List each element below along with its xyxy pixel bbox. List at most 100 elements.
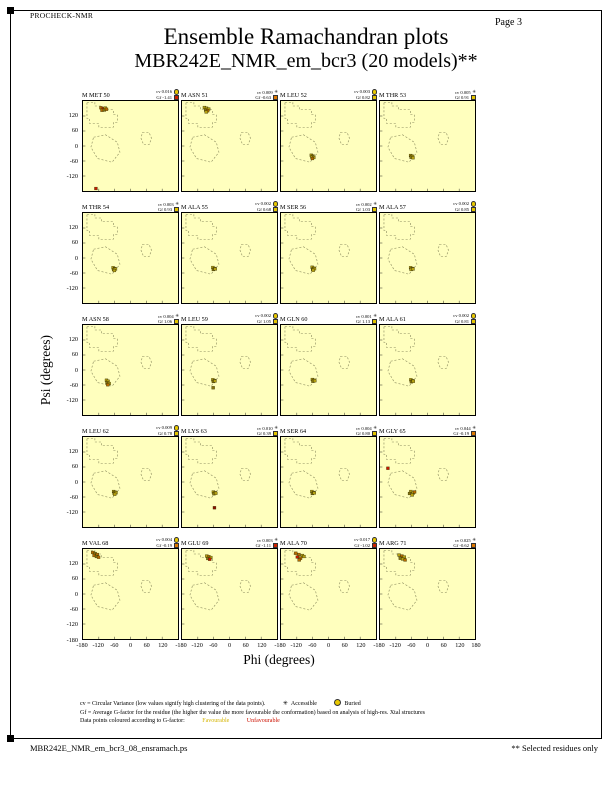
gf-row: Gf -0.63 — [255, 94, 278, 100]
y-tick-label: 60 — [71, 239, 78, 247]
subplot-stats: cv 0.017 Gf -1.02 — [354, 537, 377, 548]
subplot-header: M GLN 60 cv 0.001 ✳ Gf 1.13 — [280, 313, 377, 324]
gf-square-icon — [173, 430, 179, 436]
ramachandran-subplot: M LEU 52 cv 0.003 Gf 0.82 — [280, 89, 377, 192]
cv-value: cv 0.009 — [156, 425, 172, 431]
cv-value: cv 0.002 — [255, 201, 271, 207]
y-tick-label: 0 — [74, 254, 78, 262]
gf-square-icon — [470, 94, 476, 100]
y-tick-label: -120 — [66, 285, 78, 293]
accessible-icon: ✳ — [274, 536, 278, 542]
gf-row: Gf 0.81 — [455, 318, 476, 324]
residue-label: M GLY 65 — [379, 428, 406, 435]
x-tick-label: 0 — [326, 642, 331, 649]
ramachandran-plot — [82, 548, 179, 640]
ramachandran-subplot: M ALA 61 cv 0.002 Gf 0.81 — [379, 313, 476, 416]
subplot-stats: cv 0.005 ✳ Gf 0.91 — [454, 89, 476, 100]
gf-value: Gf 0.85 — [454, 206, 469, 212]
subplot-stats: cv 0.003 Gf 0.82 — [354, 89, 377, 100]
left-handed-alpha-region — [437, 243, 449, 258]
gf-row: Gf -1.41 — [156, 94, 179, 100]
cv-value: cv 0.016 — [156, 89, 172, 95]
y-tick-label: 0 — [74, 478, 78, 486]
cv-value: cv 0.004 — [355, 425, 372, 431]
data-point — [397, 553, 401, 557]
gf-row: Gf -1.02 — [354, 542, 377, 548]
ramachandran-plot — [82, 100, 179, 192]
x-tick-label: -60 — [110, 642, 119, 649]
alpha-helix-region — [90, 358, 121, 387]
x-tick-label: -60 — [407, 642, 416, 649]
buried-icon — [173, 537, 179, 543]
left-handed-alpha-region — [140, 131, 152, 146]
beta-sheet-region — [284, 325, 316, 352]
beta-sheet-region — [383, 213, 415, 240]
data-point — [213, 267, 217, 271]
x-tick-label: 0 — [425, 642, 430, 649]
left-handed-alpha-region — [239, 243, 251, 258]
gf-row: Gf 1.06 — [158, 318, 179, 324]
accessible-icon: ✳ — [282, 701, 288, 707]
cv-value: cv 0.044 — [454, 425, 471, 431]
residue-label: M ALA 61 — [379, 316, 406, 323]
subplot-header: M LEU 59 cv 0.002 Gf 1.05 — [181, 313, 278, 324]
y-tick-label: -180 — [66, 636, 78, 644]
ramachandran-subplot: M SER 64 cv 0.004 ✳ Gf 0.80 — [280, 425, 377, 528]
beta-sheet-region — [86, 437, 118, 464]
beta-sheet-region — [185, 213, 217, 240]
beta-sheet-region — [185, 437, 217, 464]
gf-row: Gf 0.39 — [256, 430, 278, 436]
subplot-stats: cv 0.002 Gf 0.81 — [453, 313, 476, 324]
gf-square-icon — [470, 206, 476, 212]
ramachandran-plot — [280, 324, 377, 416]
gf-value: Gf 0.91 — [454, 94, 469, 100]
beta-sheet-region — [383, 325, 415, 352]
data-point — [112, 268, 117, 273]
cv-value: cv 0.004 — [157, 313, 174, 319]
x-tick-label: 60 — [242, 642, 249, 649]
y-tick-label: -60 — [69, 157, 78, 165]
subplot-stats: cv 0.002 Gf 1.05 — [255, 313, 278, 324]
beta-sheet-region — [185, 325, 217, 352]
x-tick-label: -180 — [373, 642, 385, 649]
alpha-helix-region — [189, 134, 220, 163]
gf-value: Gf 0.39 — [256, 430, 271, 436]
legend-buried-item: Buried — [334, 699, 361, 707]
y-tick-label: -60 — [69, 493, 78, 501]
legend-gf-text: Gf = Average G-factor for the residue (t… — [80, 709, 425, 716]
left-handed-alpha-region — [338, 131, 350, 146]
y-tick-label: 0 — [74, 590, 78, 598]
subplot-stats: cv 0.002 Gf 0.85 — [453, 201, 476, 212]
ramachandran-plot — [181, 548, 278, 640]
beta-sheet-region — [86, 325, 118, 352]
cv-value: cv 0.025 — [454, 537, 471, 543]
cv-row: cv 0.002 — [255, 201, 278, 207]
cv-value: cv 0.005 — [454, 89, 471, 95]
data-point — [94, 186, 98, 191]
x-tick-label: 180 — [471, 642, 481, 649]
gf-value: Gf 1.13 — [355, 318, 370, 324]
gf-row: Gf -0.19 — [453, 430, 476, 436]
buried-icon — [334, 699, 342, 706]
subplot-header: M ARG 71 cv 0.025 ✳ Gf -0.62 — [379, 537, 476, 548]
residue-label: M THR 54 — [82, 204, 110, 211]
data-point — [310, 156, 315, 161]
page-border — [10, 10, 602, 739]
accessible-icon: ✳ — [274, 88, 278, 94]
footer-note: ** Selected residues only — [511, 743, 598, 753]
gf-row: Gf -0.62 — [453, 542, 476, 548]
subplot-header: M THR 54 cv 0.003 ✳ Gf 0.93 — [82, 201, 179, 212]
gf-square-icon — [371, 206, 377, 212]
gf-square-icon — [470, 430, 476, 436]
page-number: Page 3 — [495, 17, 522, 28]
page-title: Ensemble Ramachandran plots — [163, 24, 449, 49]
gf-square-icon — [371, 430, 377, 436]
left-handed-alpha-region — [239, 467, 251, 482]
cv-row: cv 0.009 ✳ — [257, 88, 278, 94]
data-point — [313, 379, 317, 383]
gf-square-icon — [173, 94, 179, 100]
cv-value: cv 0.002 — [255, 313, 271, 319]
ramachandran-plot — [379, 100, 476, 192]
gf-value: Gf 0.82 — [355, 94, 370, 100]
subplot-header: M VAL 68 cv 0.004 Gf -0.19 — [82, 537, 179, 548]
